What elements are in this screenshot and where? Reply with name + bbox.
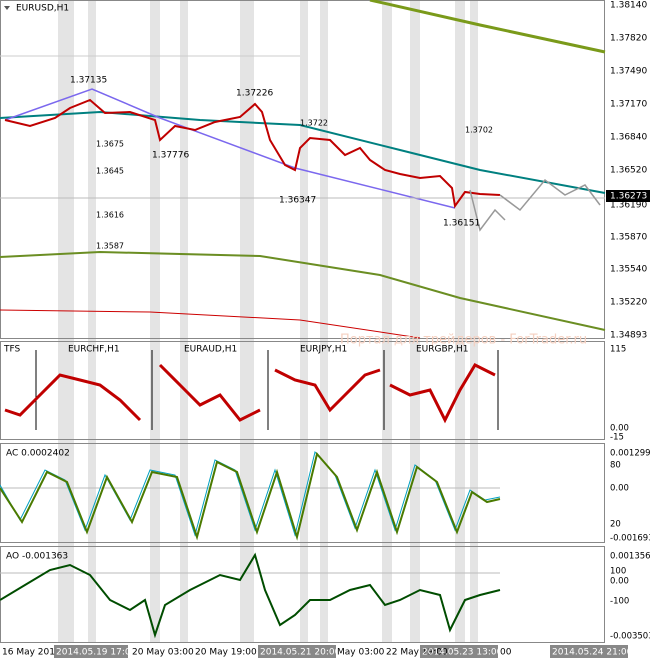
level: 1.3702 [465,126,493,135]
time-label: 00 [500,648,512,658]
axis-label: -0.001693 [610,534,650,544]
level: 1.3675 [96,140,124,149]
tfs-symbol: EURJPY,H1 [300,345,347,355]
axis-label: -100 [610,597,629,607]
tfs-symbol: EURCHF,H1 [68,345,120,355]
level: 1.3722 [300,119,328,128]
level: 1.3645 [96,167,124,176]
price-label: 1.37820 [610,34,647,44]
session-bands [58,0,478,643]
watermark: Портал для трейдеров - ForTrader.ru [340,333,587,348]
annotation: 1.37135 [70,76,107,86]
time-label: 20 May 19:00 [195,648,257,658]
axis-label: -15 [610,433,624,443]
axis-label: 115 [610,345,626,355]
current-price: 1.36273 [610,192,647,202]
pane-label: TFS [3,345,21,355]
axis-label: 0.001356 [610,552,650,562]
time-label: 22 May 19:00 [386,648,448,658]
price-label: 1.34893 [610,331,647,341]
time-label: 2014.05.24 21:00 [552,648,633,658]
menu-arrow [4,6,10,10]
price-label: 1.35540 [610,265,647,275]
tfs-separators [35,350,499,430]
time-label: 2014.05.19 17:00 [56,648,137,658]
ao-pane: AO -0.001363 0.001356 100 0.00 -100 -0.0… [0,552,650,642]
annotation: 1.37776 [152,151,189,161]
ac-pane: AC 0.0002402 0.0012994 80 0.00 20 -0.001… [0,449,650,544]
axis-label: 0.00 [610,484,629,494]
axis-label: 20 [610,520,621,530]
axis-label: -0.003503 [610,632,650,642]
level: 1.3616 [96,211,124,220]
axis-label: 80 [610,461,621,471]
time-label: May 03:00 [337,648,385,658]
pane-label: AC 0.0002402 [6,449,70,459]
tfs-symbol: EURAUD,H1 [184,345,237,355]
price-label: 1.35870 [610,233,647,243]
price-label: 1.37490 [610,67,647,77]
time-axis: 16 May 201 2014.05.19 17:00 20 May 03:00… [2,645,633,658]
tfs-pane: TFS EURCHF,H1 EURAUD,H1 EURJPY,H1 EURGBP… [3,345,629,443]
price-label: 1.38140 [610,1,647,11]
annotation: 1.37226 [236,89,273,99]
time-label: 20 May 03:00 [132,648,194,658]
tfs-candles [4,363,496,424]
annotations: 1.37135 1.37226 1.37776 1.36347 1.36151 … [70,76,493,251]
price-label: 1.36190 [610,201,647,211]
price-axis: 1.38140 1.37820 1.37490 1.37170 1.36840 … [606,1,650,341]
tfs-symbol: EURGBP,H1 [416,345,468,355]
pane-label: AO -0.001363 [6,552,68,562]
symbol-label: EURUSD,H1 [16,4,69,14]
time-label: 16 May 201 [2,648,55,658]
annotation: 1.36347 [279,196,316,206]
level: 1.3587 [96,242,124,251]
time-label: 2014.05.23 13:00 [422,648,503,658]
current-price-box [606,190,650,202]
axis-label: 0.00 [610,424,629,434]
time-label: 2014.05.21 20:00 [260,648,341,658]
main-drawings [0,0,606,339]
price-label: 1.37170 [610,100,647,110]
price-label: 1.35220 [610,298,647,308]
axis-label: 0.0012994 [610,449,650,459]
pane-borders [0,0,605,643]
price-label: 1.36520 [610,166,647,176]
price-label: 1.36840 [610,133,647,143]
axis-label: 100 [610,567,626,577]
annotation: 1.36151 [443,219,480,229]
axis-label: 0.00 [610,577,629,587]
